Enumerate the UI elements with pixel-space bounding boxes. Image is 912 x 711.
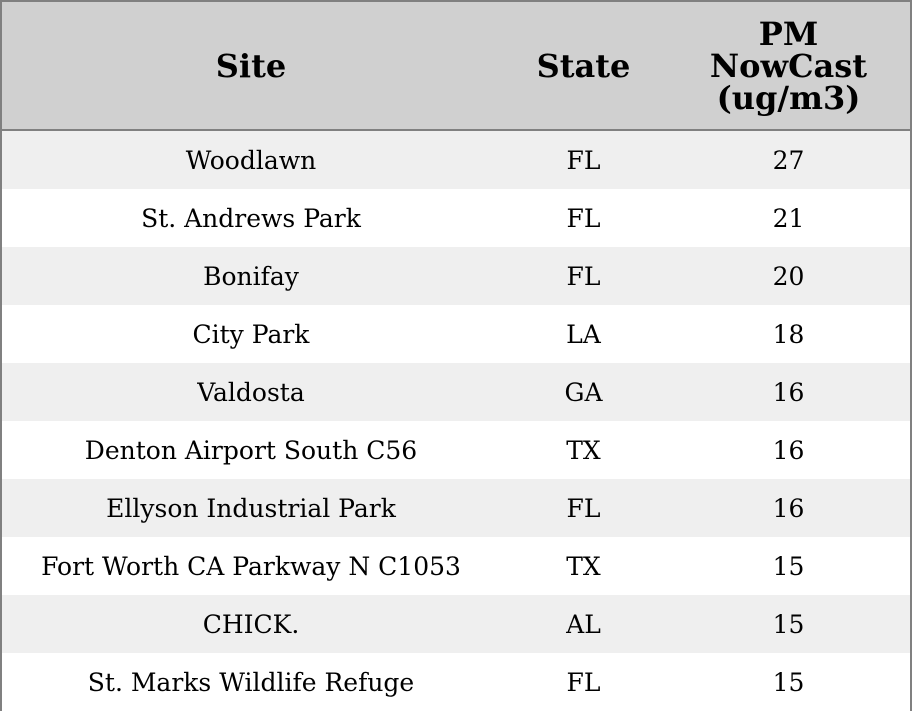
table-row: Woodlawn FL 27 [2, 130, 910, 189]
table-row: St. Andrews Park FL 21 [2, 189, 910, 247]
table-cell: AL [500, 595, 667, 653]
table-row: Bonifay FL 20 [2, 247, 910, 305]
table-cell: Denton Airport South C56 [2, 421, 500, 479]
table-cell: 15 [667, 653, 910, 711]
table-cell: 15 [667, 537, 910, 595]
table-row: City Park LA 18 [2, 305, 910, 363]
table-cell: 20 [667, 247, 910, 305]
table-cell: 16 [667, 421, 910, 479]
table-cell: Woodlawn [2, 130, 500, 189]
table-cell: 18 [667, 305, 910, 363]
table-cell: TX [500, 537, 667, 595]
table-cell: TX [500, 421, 667, 479]
table-row: Valdosta GA 16 [2, 363, 910, 421]
table-cell: FL [500, 189, 667, 247]
table-cell: St. Marks Wildlife Refuge [2, 653, 500, 711]
header-cell: PM NowCast (ug/m3) [667, 2, 910, 131]
table-row: Denton Airport South C56 TX 16 [2, 421, 910, 479]
table-cell: Valdosta [2, 363, 500, 421]
table-cell: City Park [2, 305, 500, 363]
table-row: St. Marks Wildlife Refuge FL 15 [2, 653, 910, 711]
table-cell: 16 [667, 363, 910, 421]
table-cell: FL [500, 479, 667, 537]
table-cell: St. Andrews Park [2, 189, 500, 247]
table-cell: Fort Worth CA Parkway N C1053 [2, 537, 500, 595]
table-row: Fort Worth CA Parkway N C1053 TX 15 [2, 537, 910, 595]
table-cell: 21 [667, 189, 910, 247]
table-row: CHICK. AL 15 [2, 595, 910, 653]
table-cell: FL [500, 247, 667, 305]
header-cell: Site [2, 2, 500, 131]
table-cell: CHICK. [2, 595, 500, 653]
table-cell: LA [500, 305, 667, 363]
table-cell: Bonifay [2, 247, 500, 305]
table-cell: 16 [667, 479, 910, 537]
table-body: Woodlawn FL 27 St. Andrews Park FL 21 Bonifay F… [2, 130, 910, 711]
table-cell: FL [500, 130, 667, 189]
table-cell: 27 [667, 130, 910, 189]
table-cell: 15 [667, 595, 910, 653]
header-row: Site State PM NowCast (ug/m3) [2, 2, 910, 131]
header-cell: State [500, 2, 667, 131]
table-cell: Ellyson Industrial Park [2, 479, 500, 537]
table-row: Ellyson Industrial Park FL 16 [2, 479, 910, 537]
table-cell: FL [500, 653, 667, 711]
header-text: PM NowCast (ug/m3) [709, 14, 868, 117]
table-cell: GA [500, 363, 667, 421]
